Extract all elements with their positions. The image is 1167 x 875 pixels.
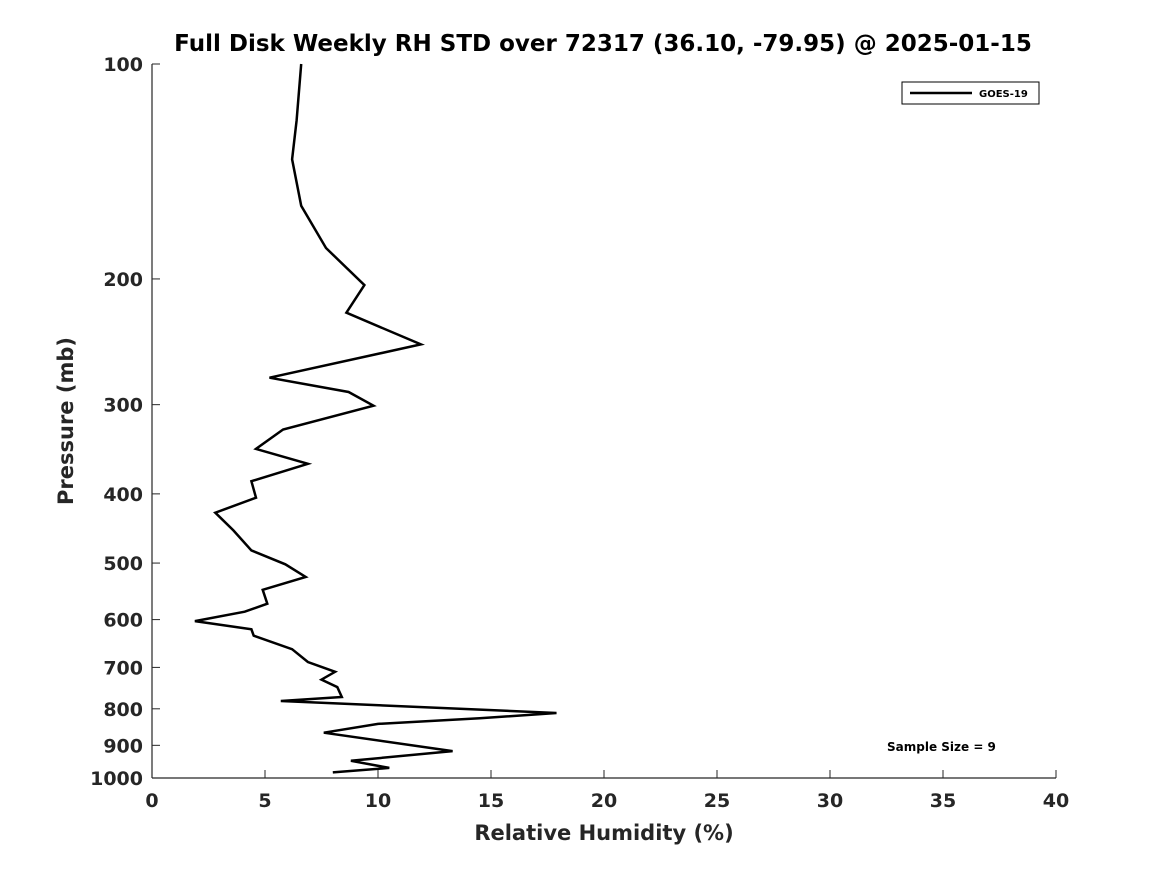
series-layer <box>194 63 557 774</box>
x-tick-label: 15 <box>478 790 504 812</box>
x-tick-label: 30 <box>817 790 843 812</box>
x-tick-label: 20 <box>591 790 617 812</box>
y-tick-label: 800 <box>103 699 143 721</box>
legend: GOES-19 <box>901 81 1040 105</box>
y-tick-label: 400 <box>103 484 143 506</box>
x-ticks: 0 5 10 15 20 25 30 35 40 <box>145 770 1069 812</box>
y-tick-label: 700 <box>103 657 143 679</box>
y-tick-label: 200 <box>103 269 143 291</box>
y-ticks: 100 200 300 400 500 600 700 800 900 1000 <box>90 54 160 790</box>
y-tick-label: 900 <box>103 735 143 757</box>
sample-size-annotation: Sample Size = 9 <box>887 740 996 754</box>
x-tick-label: 25 <box>704 790 730 812</box>
y-tick-label: 500 <box>103 553 143 575</box>
x-tick-label: 10 <box>365 790 391 812</box>
legend-label-goes-19: GOES-19 <box>979 89 1028 100</box>
chart-title: Full Disk Weekly RH STD over 72317 (36.1… <box>174 31 1032 57</box>
x-axis-label: Relative Humidity (%) <box>474 821 733 845</box>
x-tick-label: 5 <box>258 790 271 812</box>
x-tick-label: 0 <box>145 790 158 812</box>
y-tick-label: 300 <box>103 395 143 417</box>
x-tick-label: 35 <box>930 790 956 812</box>
y-tick-label: 1000 <box>90 768 143 790</box>
series-line-goes-19 <box>194 63 557 774</box>
y-axis-label: Pressure (mb) <box>54 337 78 505</box>
y-tick-label: 100 <box>103 54 143 76</box>
x-tick-label: 40 <box>1043 790 1069 812</box>
y-tick-label: 600 <box>103 610 143 632</box>
